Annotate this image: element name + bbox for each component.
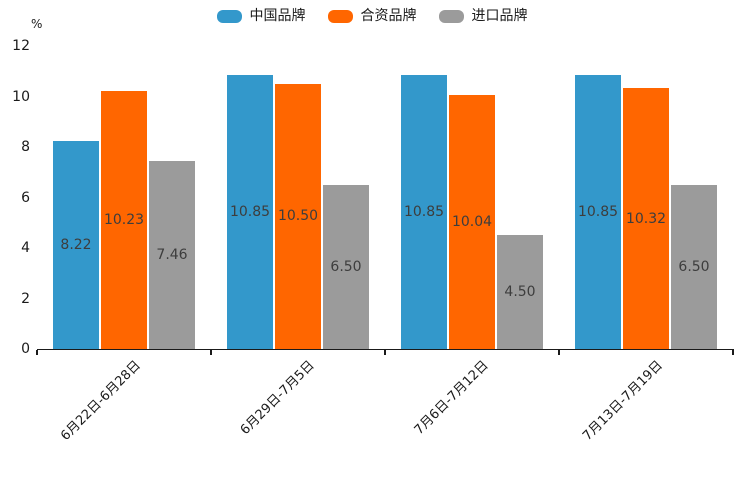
bar-value-label: 6.50 — [330, 258, 362, 275]
bar — [149, 160, 195, 349]
y-axis-unit-label: % — [31, 17, 43, 31]
x-axis-tick-mark — [384, 350, 386, 355]
legend-label: 合资品牌 — [360, 8, 417, 24]
bar-value-label: 7.46 — [156, 246, 188, 263]
legend-item: 合资品牌 — [327, 8, 417, 24]
bar-value-label: 10.32 — [625, 210, 667, 227]
bar — [53, 141, 99, 349]
x-axis-line — [37, 348, 734, 350]
x-axis-category-label: 7月13日-7月19日 — [579, 358, 666, 444]
legend-swatch-icon — [327, 9, 353, 23]
bar-value-label: 10.23 — [103, 211, 145, 228]
x-axis-tick-mark — [36, 350, 38, 355]
bar — [497, 235, 543, 349]
legend-item: 中国品牌 — [216, 8, 306, 24]
legend-swatch-icon — [438, 9, 464, 23]
y-axis-tick-label: 4 — [21, 240, 30, 256]
bar — [623, 88, 669, 349]
bar-value-label: 4.50 — [504, 284, 536, 301]
legend-swatch-icon — [216, 9, 242, 23]
y-axis-tick-label: 6 — [21, 189, 30, 206]
x-axis-tick-mark — [732, 350, 734, 355]
bar — [227, 75, 273, 349]
legend-label: 中国品牌 — [249, 8, 306, 24]
bar-value-label: 10.85 — [403, 204, 445, 221]
bar — [275, 83, 321, 349]
y-axis-tick-label: 0 — [21, 341, 30, 357]
y-axis-tick-label: 10 — [12, 88, 30, 105]
x-axis-category-label: 7月6日-7月12日 — [411, 358, 492, 438]
bar-value-label: 10.85 — [229, 204, 271, 221]
chart-legend: 中国品牌 合资品牌 进口品牌 — [0, 8, 744, 24]
x-axis-category-label: 6月22日-6月28日 — [57, 358, 144, 444]
x-axis-tick-mark — [210, 350, 212, 355]
bar — [323, 184, 369, 349]
bar-value-label: 10.85 — [577, 204, 619, 221]
bar — [575, 75, 621, 349]
bar — [101, 90, 147, 349]
legend-item: 进口品牌 — [438, 8, 528, 24]
bar-value-label: 10.04 — [451, 214, 493, 231]
x-axis-tick-mark — [558, 350, 560, 355]
bar — [671, 184, 717, 349]
bar-value-label: 10.50 — [277, 208, 319, 225]
y-axis-tick-label: 8 — [21, 139, 30, 155]
bar — [449, 95, 495, 349]
bar-value-label: 8.22 — [60, 237, 92, 254]
y-axis-tick-label: 12 — [12, 38, 30, 54]
x-axis-category-label: 6月29日-7月5日 — [237, 358, 318, 438]
y-axis-tick-label: 2 — [21, 290, 30, 307]
bar — [401, 75, 447, 349]
legend-label: 进口品牌 — [471, 8, 528, 24]
bar-value-label: 6.50 — [678, 258, 710, 275]
